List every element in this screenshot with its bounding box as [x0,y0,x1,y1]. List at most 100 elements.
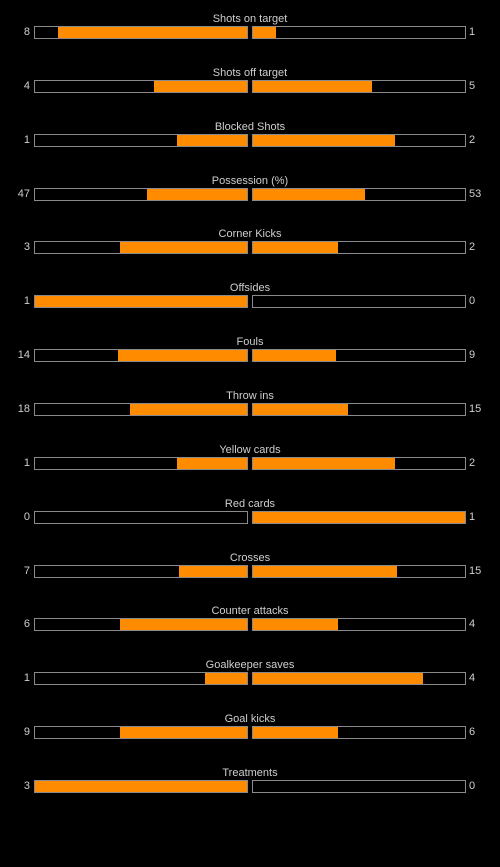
stat-row: Possession (%) 47 53 [0,174,500,214]
away-value: 0 [469,780,476,792]
away-value: 0 [469,295,476,307]
home-value: 3 [23,780,30,792]
home-value: 14 [17,349,30,361]
away-bar-fill [253,27,277,38]
stat-row: Shots off target 4 5 [0,66,500,106]
away-value: 4 [469,618,476,630]
away-value: 5 [469,80,476,92]
away-bar-fill [253,727,338,738]
home-bar [34,295,248,308]
away-bar-fill [253,81,372,92]
stat-label: Blocked Shots [214,121,286,133]
away-bar [252,457,466,470]
home-bar [34,565,248,578]
home-bar [34,80,248,93]
home-bar [34,188,248,201]
away-value: 15 [469,403,482,415]
home-bar-fill [179,566,247,577]
stat-row: Shots on target 8 1 [0,12,500,52]
away-value: 15 [469,565,482,577]
home-bar-fill [119,242,247,253]
away-bar [252,349,466,362]
home-bar [34,780,248,793]
stat-label: Red cards [224,498,276,510]
stat-row: Fouls 14 9 [0,335,500,375]
stat-label: Shots on target [212,13,288,25]
stat-label: Corner Kicks [218,228,282,240]
away-bar [252,188,466,201]
away-bar [252,80,466,93]
stat-label: Fouls [236,336,264,348]
away-bar [252,511,466,524]
stat-row: Crosses 7 15 [0,551,500,591]
home-value: 18 [17,403,30,415]
away-bar-fill [253,404,349,415]
home-value: 3 [23,241,30,253]
away-bar [252,295,466,308]
home-value: 1 [23,295,30,307]
away-bar [252,565,466,578]
stat-label: Goal kicks [224,713,276,725]
stat-row: Counter attacks 6 4 [0,604,500,644]
home-bar [34,726,248,739]
stat-row: Treatments 3 0 [0,766,500,806]
home-bar-fill [119,727,247,738]
stat-label: Counter attacks [211,605,289,617]
away-bar [252,134,466,147]
home-value: 8 [23,26,30,38]
stat-row: Offsides 1 0 [0,281,500,321]
stat-label: Treatments [222,767,278,779]
stat-row: Red cards 0 1 [0,497,500,537]
home-value: 7 [23,565,30,577]
away-bar-fill [253,189,366,200]
away-value: 6 [469,726,476,738]
home-bar [34,457,248,470]
away-bar [252,403,466,416]
stat-label: Crosses [229,552,271,564]
away-bar [252,26,466,39]
away-bar [252,672,466,685]
away-bar [252,241,466,254]
home-value: 1 [23,457,30,469]
home-bar [34,26,248,39]
home-bar [34,403,248,416]
away-bar-fill [253,242,338,253]
home-bar-fill [58,27,247,38]
home-value: 1 [23,672,30,684]
stat-row: Yellow cards 1 2 [0,443,500,483]
away-value: 2 [469,241,476,253]
home-bar-fill [119,619,247,630]
home-bar [34,134,248,147]
stat-label: Offsides [229,282,271,294]
stat-row: Corner Kicks 3 2 [0,227,500,267]
stat-label: Shots off target [212,67,288,79]
away-bar [252,618,466,631]
away-bar-fill [253,350,336,361]
home-bar [34,349,248,362]
stat-label: Goalkeeper saves [205,659,295,671]
home-bar [34,511,248,524]
home-bar [34,618,248,631]
away-value: 2 [469,134,476,146]
away-bar-fill [253,619,338,630]
home-bar-fill [130,404,247,415]
away-value: 1 [469,26,476,38]
away-value: 2 [469,457,476,469]
away-value: 4 [469,672,476,684]
away-bar-fill [253,566,398,577]
home-value: 1 [23,134,30,146]
away-bar-fill [253,673,423,684]
home-bar-fill [35,296,247,307]
home-bar-fill [177,458,247,469]
home-value: 9 [23,726,30,738]
home-value: 4 [23,80,30,92]
away-value: 53 [469,188,482,200]
home-bar [34,672,248,685]
away-bar [252,780,466,793]
home-bar [34,241,248,254]
home-bar-fill [35,781,247,792]
home-value: 0 [23,511,30,523]
stat-label: Possession (%) [211,175,289,187]
away-bar [252,726,466,739]
home-bar-fill [117,350,247,361]
